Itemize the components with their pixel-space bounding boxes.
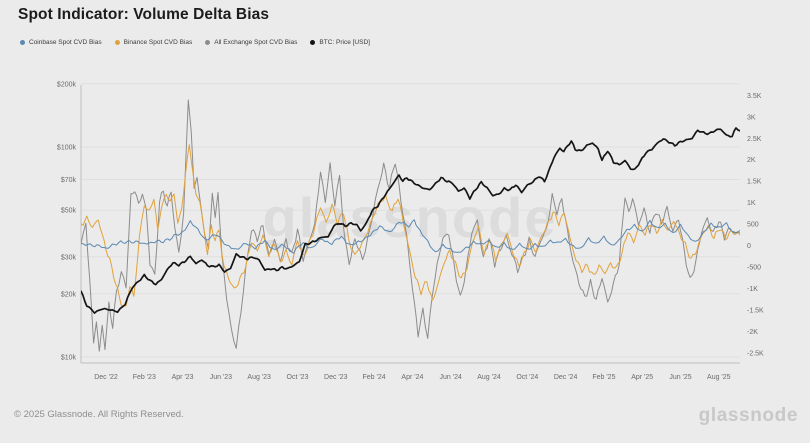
svg-text:500: 500: [747, 222, 759, 229]
svg-text:Oct '23: Oct '23: [287, 374, 309, 381]
svg-text:0: 0: [747, 243, 751, 250]
svg-text:Apr '24: Apr '24: [401, 374, 423, 381]
svg-text:Jun '23: Jun '23: [210, 374, 232, 381]
svg-text:Dec '22: Dec '22: [94, 374, 118, 381]
svg-text:1K: 1K: [747, 200, 756, 207]
series-line-binance-spot-cvd-bias: [81, 144, 740, 307]
right-axis-labels: 3.5K 3K 2.5K 2K 1.5K 1K 500 0 -500 -1K -1.5K -2K -2.…: [747, 93, 764, 357]
svg-text:-1.5K: -1.5K: [747, 307, 764, 314]
series-line-all-exchange-spot-cvd-bias: [81, 99, 740, 352]
svg-text:3K: 3K: [747, 114, 756, 121]
svg-text:Aug '23: Aug '23: [247, 374, 271, 381]
svg-text:Dec '24: Dec '24: [554, 374, 578, 381]
legend: Coinbase Spot CVD Bias Binance Spot CVD B…: [20, 39, 370, 46]
legend-dot-icon: [114, 40, 120, 45]
legend-item-btc-price-usd[interactable]: BTC: Price [USD]: [310, 39, 370, 46]
svg-text:Aug '24: Aug '24: [477, 374, 501, 381]
svg-text:Feb '25: Feb '25: [592, 374, 615, 381]
svg-text:Oct '24: Oct '24: [516, 374, 538, 381]
legend-dot-icon: [310, 40, 316, 45]
svg-text:Aug '25: Aug '25: [707, 374, 731, 381]
svg-text:-1K: -1K: [747, 286, 758, 293]
copyright-text: © 2025 Glassnode. All Rights Reserved.: [14, 409, 184, 420]
page-title: Spot Indicator: Volume Delta Bias: [18, 6, 270, 23]
svg-text:$200k: $200k: [57, 81, 77, 88]
legend-label: Coinbase Spot CVD Bias: [29, 39, 102, 46]
svg-text:-2K: -2K: [747, 329, 758, 336]
series-lines: [81, 99, 740, 352]
legend-label: BTC: Price [USD]: [319, 39, 370, 46]
series-line-btc-price-usd: [81, 127, 740, 314]
svg-text:2.5K: 2.5K: [747, 136, 762, 143]
svg-text:-500: -500: [747, 264, 761, 271]
svg-text:Jun '24: Jun '24: [440, 374, 462, 381]
legend-label: All Exchange Spot CVD Bias: [214, 39, 298, 46]
legend-label: Binance Spot CVD Bias: [123, 39, 193, 46]
x-axis-labels: Dec '22 Feb '23 Apr '23 Jun '23 Aug '23 Oct '…: [94, 374, 730, 381]
legend-item-coinbase-spot-cvd-bias[interactable]: Coinbase Spot CVD Bias: [20, 39, 102, 46]
svg-text:2K: 2K: [747, 157, 756, 164]
left-axis-labels: $200k $100k $70k $50k $30k $20k $10k: [57, 81, 77, 361]
glassnode-wordmark: glassnode: [698, 405, 798, 426]
svg-text:$70k: $70k: [61, 177, 77, 184]
series-line-coinbase-spot-cvd-bias: [81, 219, 740, 254]
svg-text:Apr '25: Apr '25: [631, 374, 653, 381]
svg-text:Feb '23: Feb '23: [133, 374, 156, 381]
svg-text:-2.5K: -2.5K: [747, 350, 764, 357]
svg-text:3.5K: 3.5K: [747, 93, 762, 100]
watermark-glassnode: glassnode: [263, 186, 558, 249]
svg-text:1.5K: 1.5K: [747, 179, 762, 186]
svg-text:$50k: $50k: [61, 208, 77, 215]
svg-text:Jun '25: Jun '25: [669, 374, 691, 381]
svg-text:Feb '24: Feb '24: [363, 374, 386, 381]
svg-text:$30k: $30k: [61, 254, 77, 261]
legend-dot-icon: [20, 40, 25, 45]
legend-item-all-exchange-spot-cvd-bias[interactable]: All Exchange Spot CVD Bias: [205, 39, 297, 46]
svg-text:$20k: $20k: [61, 291, 77, 298]
svg-text:$10k: $10k: [61, 355, 77, 362]
legend-dot-icon: [205, 40, 211, 45]
svg-text:Apr '23: Apr '23: [172, 374, 194, 381]
svg-text:$100k: $100k: [57, 145, 77, 152]
svg-text:Dec '23: Dec '23: [324, 374, 348, 381]
legend-item-binance-spot-cvd-bias[interactable]: Binance Spot CVD Bias: [114, 39, 193, 46]
